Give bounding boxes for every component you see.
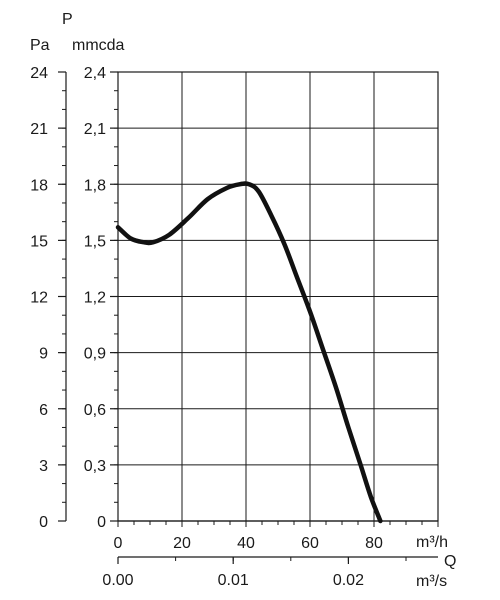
x-tick-label-m3h: 40 — [237, 535, 255, 552]
series — [115, 181, 383, 524]
x-tick-label-m3h: 20 — [173, 535, 191, 552]
x-unit-m3h-label: m³/h — [416, 534, 448, 551]
y-tick-label-mmcda: 1,2 — [84, 290, 106, 307]
y-tick-label-mmcda: 0,9 — [84, 346, 106, 363]
y-tick-label-mmcda: 0,3 — [84, 458, 106, 475]
x-tick-label-m3h: 60 — [301, 535, 319, 552]
y-tick-label-pa: 9 — [39, 346, 48, 363]
y-tick-label-pa: 12 — [30, 290, 48, 307]
tick-labels: 0 03 0,36 0,69 0,912 1,215 1,518 1,821 2,124 2,40… — [30, 65, 383, 589]
x-tick-label-m3s: 0.01 — [218, 572, 249, 589]
y-tick-label-pa: 3 — [39, 458, 48, 475]
axes — [58, 71, 439, 564]
y-symbol-label: P — [62, 11, 73, 28]
y-tick-label-pa: 21 — [30, 121, 48, 138]
x-tick-label-m3s: 0.02 — [333, 572, 364, 589]
y-tick-label-mmcda: 1,8 — [84, 177, 106, 194]
x-tick-label-m3h: 80 — [365, 535, 383, 552]
y-tick-label-mmcda: 0 — [97, 514, 106, 531]
y-tick-label-pa: 15 — [30, 233, 48, 250]
y-tick-label-pa: 24 — [30, 65, 48, 82]
x-unit-m3s-label: m³/s — [416, 573, 447, 590]
y-tick-label-pa: 0 — [39, 514, 48, 531]
y-tick-label-pa: 18 — [30, 177, 48, 194]
y-unit-mmcda-label: mmcda — [72, 37, 125, 54]
y-tick-label-mmcda: 1,5 — [84, 233, 106, 250]
y-tick-label-pa: 6 — [39, 402, 48, 419]
x-tick-label-m3s: 0.00 — [102, 572, 133, 589]
grid-lines — [117, 71, 439, 522]
y-unit-pa-label: Pa — [30, 37, 50, 54]
pressure-curve — [115, 181, 383, 524]
x-tick-label-m3h: 0 — [114, 535, 123, 552]
y-tick-label-mmcda: 0,6 — [84, 402, 106, 419]
y-tick-label-mmcda: 2,1 — [84, 121, 106, 138]
x-symbol-label: Q — [444, 553, 456, 570]
y-tick-label-mmcda: 2,4 — [84, 65, 106, 82]
